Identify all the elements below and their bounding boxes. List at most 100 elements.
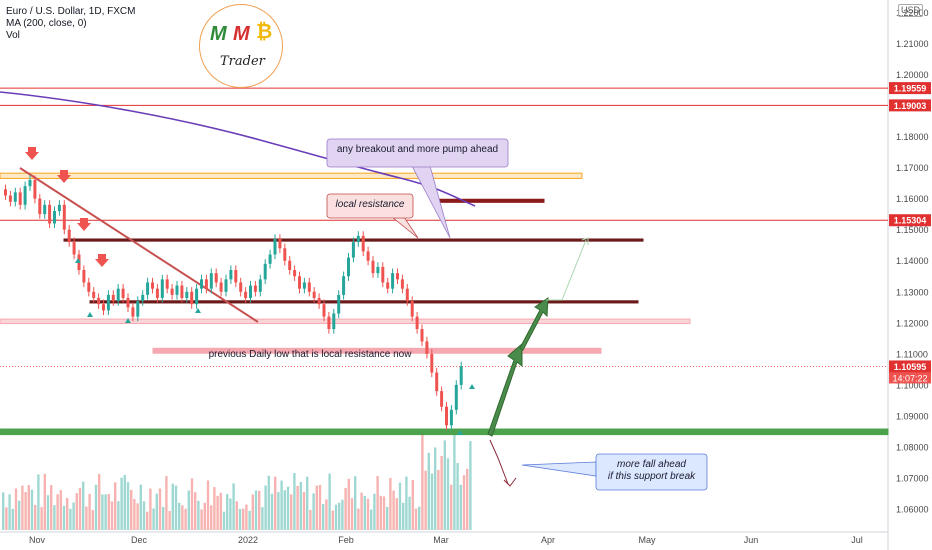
- volume-bar: [315, 485, 318, 530]
- down-arrow-marker: [95, 254, 109, 267]
- candle-body: [18, 192, 22, 205]
- volume-bar: [69, 508, 72, 530]
- downtrend-line: [19, 167, 259, 323]
- candle-body: [405, 288, 409, 302]
- ma-legend: MA (200, close, 0): [6, 18, 87, 29]
- candle-body: [131, 307, 135, 317]
- volume-bar: [264, 485, 267, 530]
- volume-bar: [123, 474, 126, 530]
- price-label-text: 1.19559: [894, 84, 927, 94]
- volume-bar: [357, 508, 360, 530]
- candle-body: [312, 291, 316, 298]
- volume-bar: [299, 481, 302, 530]
- y-tick-label: 1.08000: [896, 443, 929, 453]
- volume-bar: [219, 492, 222, 530]
- candle-body: [180, 285, 184, 298]
- volume-bar: [114, 482, 117, 530]
- volume-bar: [392, 490, 395, 530]
- candle-body: [307, 282, 311, 292]
- candle-body: [72, 242, 76, 255]
- x-tick-label: Jul: [851, 535, 863, 545]
- volume-bar: [222, 511, 226, 530]
- candle-body: [366, 251, 370, 261]
- volume-bar: [229, 498, 232, 530]
- green-projection-arrow-1: [487, 342, 523, 437]
- volume-bar: [72, 502, 75, 530]
- candle-body: [283, 248, 287, 261]
- candle-body: [155, 288, 159, 298]
- volume-bar: [155, 493, 158, 530]
- volume-bar: [286, 486, 290, 530]
- y-tick-label: 1.17000: [896, 163, 929, 173]
- volume-bar: [302, 491, 306, 530]
- volume-bar: [107, 493, 110, 530]
- volume-bar: [443, 440, 446, 530]
- volume-bar: [78, 487, 82, 530]
- logo-trader-text: Trader: [220, 54, 265, 69]
- volume-bar: [360, 492, 363, 530]
- volume-bar: [232, 483, 235, 530]
- pink-zone-1110: [152, 347, 602, 354]
- candle-body: [347, 257, 350, 277]
- candle-body: [376, 266, 380, 274]
- volume-bar: [117, 501, 120, 530]
- candle-body: [430, 353, 434, 373]
- volume-bar: [5, 507, 8, 530]
- up-triangle-marker: [87, 312, 93, 317]
- candle-body: [396, 273, 399, 280]
- candle-body: [459, 366, 463, 385]
- currency-badge[interactable]: USD: [898, 4, 924, 17]
- volume-bar: [181, 505, 184, 530]
- candle-body: [445, 406, 448, 426]
- volume-bar: [82, 481, 85, 530]
- volume-bar: [318, 484, 322, 530]
- volume-bar: [398, 482, 402, 530]
- candle-body: [126, 297, 130, 308]
- candle-body: [229, 270, 233, 280]
- green-projection-arrow-2: [519, 297, 549, 351]
- light-projection-line: [546, 239, 587, 301]
- y-tick-label: 1.14000: [896, 256, 929, 266]
- volume-bar: [139, 484, 142, 530]
- price-label-bg: [889, 214, 931, 227]
- candle-body: [23, 186, 27, 205]
- prev-low-label: previous Daily low that is local resista…: [209, 349, 413, 360]
- candle-body: [356, 235, 360, 243]
- volume-bar: [130, 489, 133, 530]
- down-arrow-marker: [25, 147, 39, 160]
- volume-bar: [469, 441, 472, 530]
- volume-bar: [386, 506, 389, 530]
- price-label-bg: [889, 360, 931, 373]
- volume-bar: [293, 473, 296, 530]
- volume-bar: [462, 475, 466, 530]
- volume-bar: [62, 505, 66, 530]
- volume-bar: [174, 485, 178, 530]
- y-tick-label: 1.15000: [896, 225, 929, 235]
- volume-bar: [88, 493, 91, 530]
- candle-body: [273, 238, 277, 255]
- down-arrow-marker: [57, 170, 71, 183]
- volume-bar: [238, 508, 242, 530]
- up-triangle-marker: [195, 308, 201, 313]
- candle-body: [337, 294, 341, 314]
- candle-body: [48, 204, 52, 224]
- volume-bar: [440, 455, 443, 530]
- candle-body: [332, 313, 336, 330]
- volume-bar: [59, 490, 62, 530]
- volume-bar: [347, 478, 350, 530]
- volume-bar: [466, 468, 469, 530]
- volume-bar: [187, 490, 190, 530]
- volume-bar: [235, 501, 238, 530]
- volume-bar: [203, 502, 206, 530]
- candle-body: [102, 304, 105, 311]
- candle-body: [13, 192, 17, 202]
- volume-bar: [283, 490, 286, 530]
- volume-bar: [242, 508, 245, 530]
- breakout-callout: any breakout and more pump ahead: [326, 138, 509, 239]
- candle-body: [200, 279, 203, 289]
- y-tick-label: 1.13000: [896, 287, 929, 297]
- y-tick-label: 1.11000: [896, 349, 928, 359]
